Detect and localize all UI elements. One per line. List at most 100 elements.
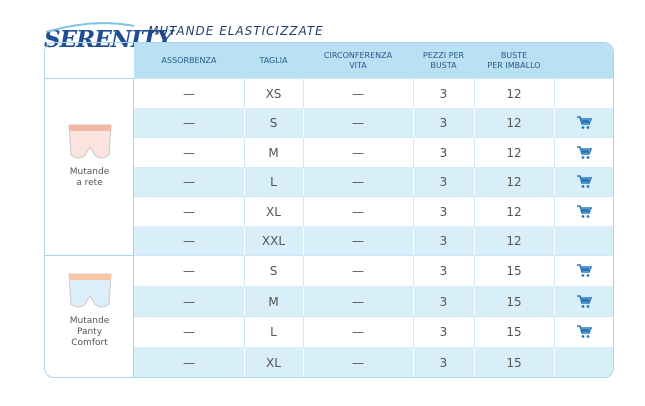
header-line: BUSTA (430, 60, 457, 70)
column-separator (303, 226, 304, 256)
header-line: ASSORBENZA (161, 55, 217, 65)
column-separator (303, 317, 304, 348)
column-separator (413, 256, 414, 287)
header-line: PER IMBALLO (487, 60, 541, 70)
column-separator (474, 79, 475, 109)
cart-button[interactable] (554, 168, 613, 198)
cart-button[interactable] (554, 109, 613, 139)
group-name: Mutande a rete (45, 167, 134, 189)
table-row: — S — 3 15 (134, 255, 613, 287)
table-cell: 3 (439, 145, 448, 160)
table-cell: — (183, 325, 195, 340)
group-name-line: Comfort (71, 338, 108, 348)
table-cell: L (270, 175, 277, 190)
column-separator (413, 79, 414, 109)
table-cell: 3 (439, 116, 448, 131)
column-separator (244, 197, 245, 227)
product-image (68, 124, 112, 158)
table-cell: — (183, 264, 195, 279)
table-cell: — (183, 204, 195, 219)
table-header: ASSORBENZA TAGLIA CIRCONFERENZA VITA PEZZI P… (134, 43, 613, 78)
column-separator (474, 108, 475, 138)
cart-button[interactable] (554, 317, 613, 348)
table-cell: — (352, 355, 364, 370)
column-header: ASSORBENZA (134, 43, 244, 78)
table-row: — XL — 3 15 (134, 346, 613, 377)
column-separator (244, 138, 245, 168)
column-separator (474, 138, 475, 168)
table-cell: — (183, 145, 195, 160)
table-cell: — (183, 234, 195, 249)
table-cell: — (183, 355, 195, 370)
table-row: — M — 3 12 (134, 137, 613, 168)
logo-swoosh (45, 22, 135, 33)
column-header: TAGLIA (244, 43, 303, 78)
table-cell: 12 (506, 86, 522, 101)
group-name-line: Mutande (69, 166, 110, 177)
column-separator (554, 167, 555, 197)
column-separator (413, 108, 414, 138)
table-cell: 3 (439, 175, 448, 190)
column-separator (303, 197, 304, 227)
product-table: ASSORBENZA TAGLIA CIRCONFERENZA VITA PEZZI P… (44, 42, 614, 378)
column-separator (554, 197, 555, 227)
column-separator (413, 286, 414, 317)
table-cell: XL (266, 355, 281, 370)
column-separator (303, 79, 304, 109)
column-separator (554, 347, 555, 377)
table-cell: — (352, 145, 364, 160)
table-row: — L — 3 12 (134, 166, 613, 198)
table-cell: M (268, 294, 279, 309)
cart-button[interactable] (554, 256, 613, 287)
table-cell: — (352, 116, 364, 131)
column-separator (303, 286, 304, 317)
table-cell: S (269, 116, 278, 131)
table-row: — M — 3 15 (134, 285, 613, 318)
column-separator (244, 79, 245, 109)
table-cell: 3 (439, 86, 448, 101)
table-cell: — (352, 86, 364, 101)
table-cell: 15 (506, 264, 522, 279)
column-separator (303, 108, 304, 138)
column-separator (554, 286, 555, 317)
column-separator (244, 347, 245, 377)
column-separator (244, 256, 245, 287)
group-border (133, 255, 134, 377)
column-separator (244, 286, 245, 317)
group-border (133, 78, 134, 255)
table-cell: 3 (439, 294, 448, 309)
cart-button[interactable] (554, 197, 613, 227)
column-separator (474, 167, 475, 197)
header-line: CIRCONFERENZA (323, 50, 393, 60)
column-header: BUSTE PER IMBALLO (474, 43, 554, 78)
column-separator (303, 256, 304, 287)
column-separator (244, 108, 245, 138)
table-cell: — (352, 325, 364, 340)
column-separator (413, 347, 414, 377)
table-row: — XXL — 3 12 (134, 225, 613, 256)
table-cell: 15 (506, 325, 522, 340)
group-name-line: a rete (76, 177, 103, 188)
table-row: — XL — 3 12 (134, 196, 613, 227)
header-line: PEZZI PER (422, 50, 465, 60)
header-line: BUSTE (500, 50, 528, 60)
column-separator (474, 317, 475, 348)
column-separator (413, 226, 414, 256)
column-separator (554, 79, 555, 109)
header-line: VITA (349, 60, 367, 70)
cart-button[interactable] (554, 287, 613, 318)
table-cell: — (352, 234, 364, 249)
table-cell: XS (265, 86, 282, 101)
column-separator (554, 317, 555, 348)
column-separator (474, 197, 475, 227)
table-cell: 12 (506, 116, 522, 131)
table-cell: XXL (261, 234, 286, 249)
column-separator (303, 138, 304, 168)
table-cell: 3 (439, 325, 448, 340)
group-name-line: Panty (76, 327, 103, 337)
group-separator (45, 255, 134, 256)
column-separator (554, 256, 555, 287)
cart-button[interactable] (554, 138, 613, 168)
column-separator (244, 167, 245, 197)
page-title: MUTANDE ELASTICIZZATE (148, 24, 324, 38)
